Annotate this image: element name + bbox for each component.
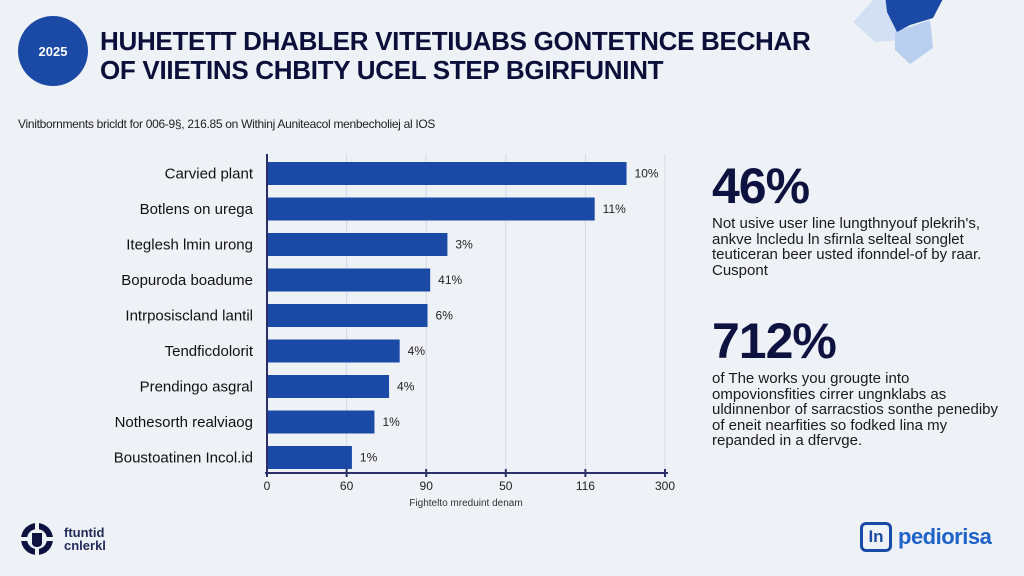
data-label: 1% (382, 415, 400, 429)
bar (267, 339, 400, 363)
x-tick-label: 0 (264, 479, 271, 493)
bar (267, 304, 428, 327)
bar-chart: Carvied plant 10% Botlens on urega 11% Itegl… (114, 154, 675, 509)
x-tick-label: 116 (576, 479, 595, 493)
x-axis-title: Fightelto mreduint denam (409, 498, 522, 509)
brand-name-left: ftuntid cnlerkl (64, 526, 106, 552)
x-tick-label: 300 (655, 479, 675, 493)
data-label: 6% (436, 309, 454, 323)
stat-text-2: of The works you grougte into ompovionsf… (712, 370, 999, 449)
page-title: HUHETETT DHABLER VITETIUABS GONTETNCE BE… (100, 26, 811, 85)
category-label: Iteglesh lmin urong (126, 237, 253, 254)
category-label: Tendficdolorit (165, 343, 254, 360)
data-label: 4% (397, 380, 415, 394)
linkedin-icon: In (860, 522, 892, 552)
category-label: Boustoatinen Incol.id (114, 450, 253, 467)
bar (267, 375, 390, 398)
stat-value-2: 712% (712, 313, 837, 369)
category-label: Nothesorth realviaog (115, 414, 253, 431)
data-label: 4% (408, 344, 426, 358)
data-label: 3% (455, 238, 473, 252)
brand-name-right: pediorisa (898, 524, 992, 549)
x-tick-label: 60 (340, 479, 354, 493)
data-label: 41% (438, 273, 462, 287)
stat-block-2: 712% of The works you grougte into ompov… (712, 315, 1012, 449)
decorative-shapes (853, 0, 943, 64)
bar (267, 162, 627, 185)
category-label: Carvied plant (165, 166, 254, 183)
stat-block-1: 46% Not usive user line lungthnyouf plek… (712, 160, 1012, 278)
data-label: 1% (360, 451, 378, 465)
category-label: Botlens on urega (140, 201, 254, 218)
year-badge: 2025 (18, 16, 88, 86)
stat-value-1: 46% (712, 158, 810, 214)
footer-brand-right: In pediorisa (860, 522, 992, 552)
footer-brand-left: ftuntid cnlerkl (20, 522, 106, 556)
x-tick-label: 50 (499, 479, 513, 493)
category-label: Prendingo asgral (140, 379, 253, 396)
x-tick-label: 90 (420, 479, 434, 493)
decor-shape-mid (895, 20, 933, 64)
title-line-1: HUHETETT DHABLER VITETIUABS GONTETNCE BE… (100, 26, 811, 56)
bar (267, 446, 352, 469)
bar (267, 410, 375, 434)
brand-name-line-1: ftuntid (64, 525, 105, 540)
brand-logo-icon (20, 522, 54, 556)
data-label: 10% (635, 167, 659, 181)
bar (267, 268, 431, 292)
decor-shape-dark (885, 0, 943, 32)
category-label: Intrposiscland lantil (125, 308, 253, 325)
category-label: Bopuroda boadume (121, 272, 253, 289)
brand-name-line-2: cnlerkl (64, 538, 106, 553)
data-label: 11% (603, 202, 626, 216)
stat-text-1: Not usive user line lungthnyouf plekrih'… (712, 215, 982, 279)
bar (267, 197, 595, 221)
chart-subtitle: Vinitbornments bricldt for 006-9§, 216.8… (18, 117, 436, 131)
bar (267, 233, 448, 256)
title-line-2: OF VIIETINS CHBITY UCEL STEP BGIRFUNINT (100, 55, 664, 85)
